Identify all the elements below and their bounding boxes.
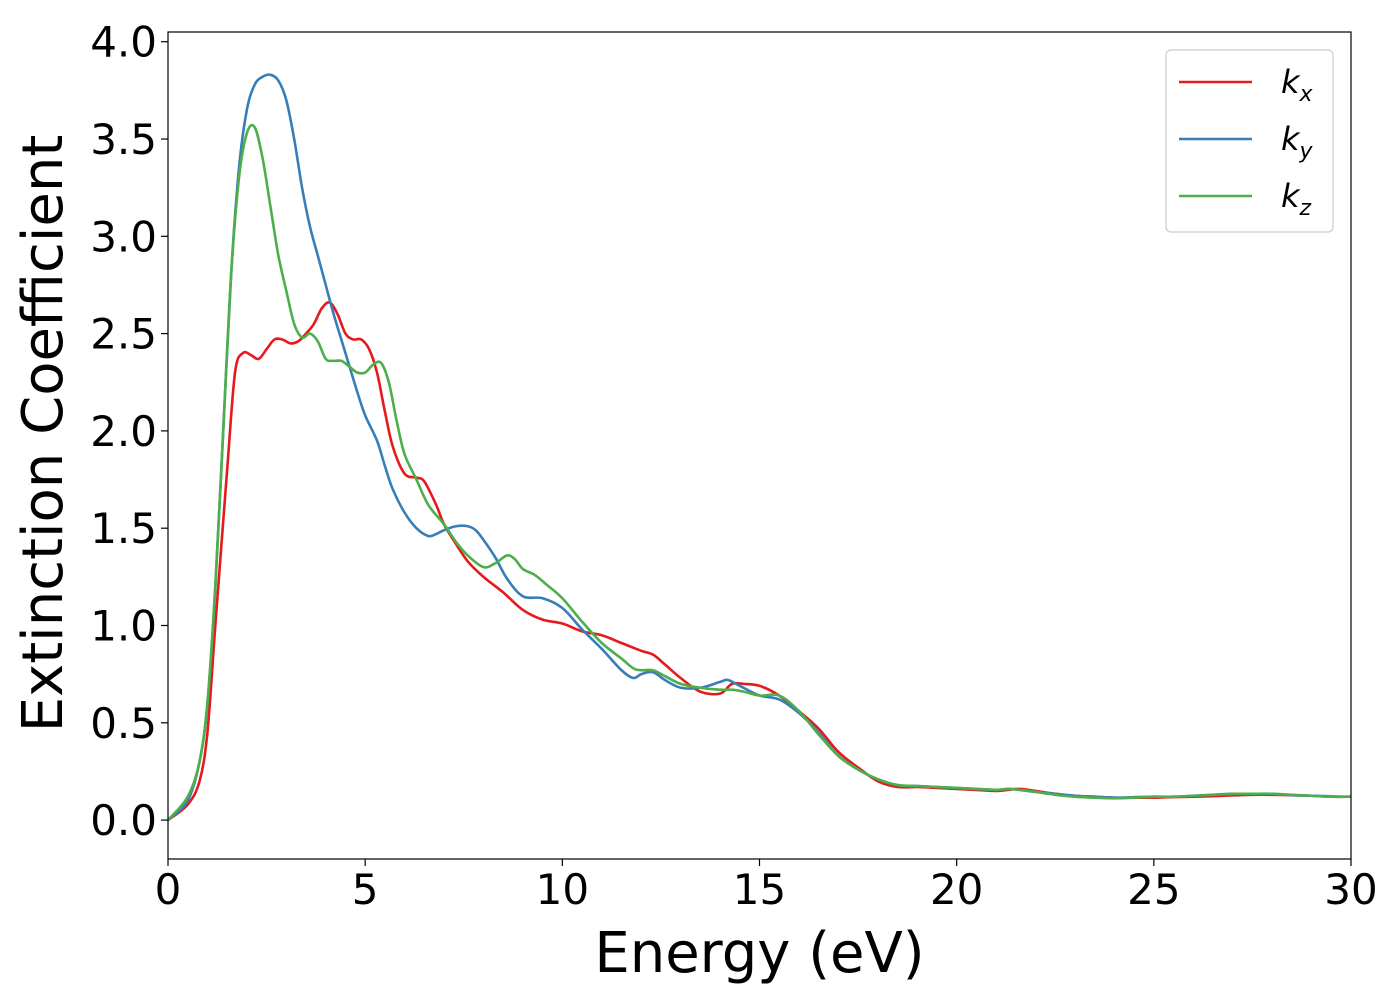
legend-label-subscript: z — [1299, 196, 1312, 221]
x-tick-label: 0 — [155, 865, 182, 914]
y-tick-label: 1.5 — [90, 504, 157, 553]
x-tick-label: 5 — [352, 865, 379, 914]
legend-label-main: k — [1281, 177, 1301, 215]
series-line-z — [168, 123, 1351, 821]
legend-item-z: kz — [1179, 177, 1312, 221]
legend-label-main: k — [1281, 120, 1301, 158]
y-tick-label: 0.5 — [90, 699, 157, 748]
series-line-x — [168, 301, 1351, 822]
series-layer — [168, 73, 1351, 822]
x-tick-label: 30 — [1324, 865, 1377, 914]
y-tick-label: 0.0 — [90, 796, 157, 845]
legend-label: kx — [1281, 63, 1314, 107]
legend-label-main: k — [1281, 63, 1301, 101]
legend-item-x: kx — [1179, 63, 1314, 107]
y-tick-label: 2.0 — [90, 407, 157, 456]
y-tick-label: 1.0 — [90, 601, 157, 650]
x-tick-label: 20 — [930, 865, 983, 914]
legend-label: kz — [1281, 177, 1312, 221]
legend-label-subscript: y — [1299, 139, 1314, 164]
legend-item-y: ky — [1179, 120, 1314, 164]
legend-label: ky — [1281, 120, 1314, 164]
y-tick-label: 3.0 — [90, 212, 157, 261]
ticks-layer: 0 5 10 15 20 25 30 0.0 0.5 1.0 1.5 2.0 2.5 3.0 3.5 4.0 — [90, 18, 1378, 914]
x-tick-label: 10 — [536, 865, 589, 914]
x-axis-title: Energy (eV) — [594, 921, 924, 986]
y-tick-label: 3.5 — [90, 115, 157, 164]
y-tick-label: 2.5 — [90, 310, 157, 359]
legend-box — [1165, 49, 1334, 233]
x-tick-label: 15 — [733, 865, 786, 914]
y-tick-label: 4.0 — [90, 18, 157, 67]
x-tick-label: 25 — [1127, 865, 1180, 914]
legend-label-subscript: x — [1299, 82, 1314, 107]
y-axis-title: Extinction Coefficient — [11, 135, 76, 733]
